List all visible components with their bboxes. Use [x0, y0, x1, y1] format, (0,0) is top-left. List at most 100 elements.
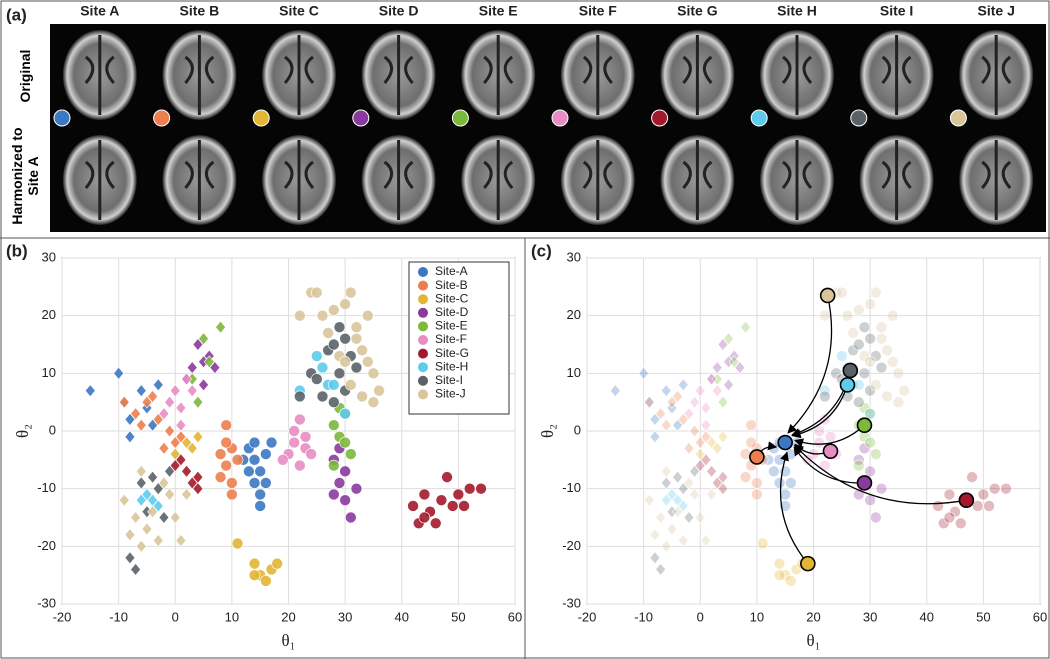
point: [339, 494, 351, 507]
site-dot: [750, 109, 768, 127]
centroid: [777, 434, 793, 451]
diamond-point: [181, 372, 192, 386]
diamond-point: [158, 476, 170, 490]
diamond-point: [700, 534, 712, 548]
point: [852, 338, 865, 351]
point: [852, 459, 865, 472]
panel-label: (b): [6, 241, 28, 260]
arrow: [779, 451, 809, 565]
diamond-point: [694, 459, 706, 473]
diamond-point: [164, 424, 175, 438]
centroid: [822, 443, 839, 459]
point: [864, 332, 876, 345]
point: [756, 537, 769, 550]
point: [898, 384, 910, 397]
diamond-point: [677, 482, 689, 496]
point: [350, 332, 363, 345]
legend-label: Site-D: [435, 305, 469, 319]
diamond-point: [209, 361, 221, 375]
x-tick-label: -10: [634, 609, 653, 624]
point: [943, 511, 956, 524]
diamond-point: [728, 355, 740, 369]
arrow: [794, 444, 967, 505]
point: [311, 350, 323, 362]
brain-detail: [682, 140, 713, 220]
diamond-point: [141, 395, 153, 409]
point: [248, 436, 261, 449]
diamond-point: [677, 534, 689, 548]
diamond-point: [717, 482, 729, 496]
brain-detail: [881, 140, 912, 220]
diamond-point: [689, 424, 700, 438]
diamond-point: [643, 395, 655, 409]
point: [271, 557, 283, 570]
y-tick-label: -10: [562, 480, 581, 495]
diamond-point: [186, 441, 198, 455]
point: [932, 500, 944, 512]
diamond-point: [181, 436, 192, 450]
point: [333, 321, 346, 334]
point: [852, 396, 865, 408]
point: [463, 482, 476, 495]
diamond-point: [717, 338, 729, 351]
diamond-point: [130, 562, 142, 576]
diamond-point: [158, 407, 170, 421]
diamond-point: [169, 459, 181, 473]
point: [739, 471, 752, 483]
diamond-point: [649, 430, 661, 444]
point: [248, 477, 261, 489]
site-label: Site H: [777, 3, 817, 19]
diamond-point: [717, 395, 729, 409]
site-label: Site F: [579, 3, 618, 19]
brain-detail: [283, 35, 315, 115]
diamond-point: [666, 522, 678, 536]
diamond-point: [130, 407, 142, 421]
diamond-point: [638, 366, 650, 380]
diamond-point: [660, 493, 672, 507]
point: [858, 367, 871, 380]
diamond-point: [152, 499, 164, 513]
x-tick-label: 10: [750, 609, 764, 624]
point: [869, 448, 882, 460]
point: [813, 436, 825, 449]
x-axis-label: θ₁: [281, 631, 295, 650]
x-tick-label: 0: [172, 609, 179, 624]
x-tick-label: 40: [920, 609, 934, 624]
point: [418, 488, 431, 501]
diamond-point: [175, 453, 187, 467]
point: [316, 361, 329, 374]
centroid: [958, 492, 975, 509]
site-label: Site A: [80, 3, 119, 19]
point: [435, 494, 448, 507]
diamond-point: [181, 487, 192, 501]
legend-label: Site-I: [435, 373, 463, 387]
y-tick-label: -10: [37, 480, 56, 495]
diamond-point: [706, 464, 717, 478]
diamond-point: [689, 487, 700, 501]
point: [892, 396, 905, 408]
point: [452, 488, 465, 501]
point: [260, 575, 272, 587]
diamond-point: [706, 372, 717, 386]
legend-marker: [418, 267, 428, 277]
point: [773, 557, 786, 570]
brain-detail: [483, 140, 514, 220]
y-axis-label: θ₂: [538, 424, 557, 438]
site-dot: [551, 109, 569, 127]
x-tick-label: 50: [976, 609, 990, 624]
point: [327, 338, 340, 351]
diamond-point: [175, 534, 187, 548]
site-dot: [949, 109, 967, 127]
centroid: [800, 555, 816, 572]
y-tick-label: 10: [42, 365, 56, 380]
brain-detail: [881, 35, 912, 115]
point: [226, 488, 238, 501]
point: [852, 304, 865, 316]
point: [869, 286, 882, 299]
diamond-point: [649, 528, 661, 542]
diamond-point: [152, 412, 164, 426]
point: [785, 575, 797, 587]
diamond-point: [711, 441, 723, 455]
diamond-point: [147, 470, 158, 484]
